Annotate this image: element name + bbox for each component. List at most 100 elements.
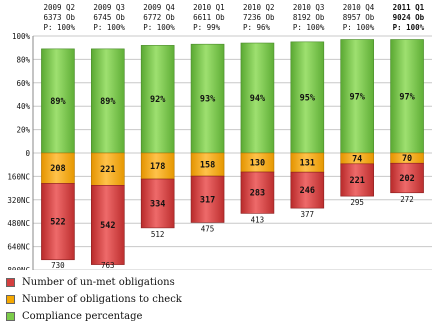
header-period: 2010 Q1 xyxy=(193,3,225,12)
header-count: 6772 Ob xyxy=(143,13,175,22)
unmet-bar xyxy=(340,163,374,197)
header-count: 6745 Ob xyxy=(93,13,125,22)
unmet-bar xyxy=(91,185,125,265)
header-period: 2009 Q3 xyxy=(93,3,125,12)
to-check-label: 130 xyxy=(250,159,265,169)
compliance-bar xyxy=(390,39,424,154)
compliance-bar xyxy=(290,41,325,154)
y-tick-label: 100% xyxy=(12,32,31,41)
header-p: P: 100% xyxy=(43,23,75,32)
header-count: 8192 Ob xyxy=(293,13,325,22)
header-p: P: 100% xyxy=(143,23,175,32)
total-label: 763 xyxy=(101,261,115,270)
compliance-bar xyxy=(340,39,374,154)
to-check-label: 208 xyxy=(50,164,65,174)
to-check-bar xyxy=(91,152,125,186)
y-tick-label: 80% xyxy=(16,55,30,64)
y-tick-label: 320NC xyxy=(7,196,30,205)
total-label: 475 xyxy=(201,224,215,233)
unmet-label: 283 xyxy=(250,189,265,199)
unmet-bar xyxy=(190,175,225,223)
unmet-bar xyxy=(140,178,175,229)
legend-label-to-check: Number of obligations to check xyxy=(22,294,182,305)
y-tick-label: 0 xyxy=(25,149,30,158)
compliance-label: 95% xyxy=(300,93,316,103)
legend-label-unmet: Number of un-met obligations xyxy=(22,277,175,288)
compliance-label: 89% xyxy=(100,97,116,107)
compliance-chart: 100% 80% 60% 40% 20% 0 160NC 320NC 480NC 640NC 800… xyxy=(7,3,432,270)
total-label: 730 xyxy=(51,261,65,270)
compliance-label: 89% xyxy=(50,97,66,107)
unmet-label: 317 xyxy=(200,195,215,205)
header-count: 8957 Ob xyxy=(343,13,375,22)
legend-label-compliance: Compliance percentage xyxy=(22,311,143,322)
compliance-label: 92% xyxy=(150,95,166,105)
header-period: 2009 Q2 xyxy=(43,3,75,12)
y-tick-label: 160NC xyxy=(7,172,30,181)
unmet-bar xyxy=(290,171,325,209)
y-tick-label: 800NC xyxy=(7,266,30,270)
y-tick-label: 480NC xyxy=(7,219,30,228)
unmet-label: 202 xyxy=(399,174,414,184)
unmet-bar xyxy=(41,183,75,261)
y-tick-label: 640NC xyxy=(7,243,30,252)
compliance-bar xyxy=(240,42,275,154)
compliance-label: 97% xyxy=(399,92,415,102)
header-count: 7236 Ob xyxy=(243,13,275,22)
total-label: 377 xyxy=(301,210,315,219)
legend-item-to-check: Number of obligations to check xyxy=(6,291,182,308)
header-period: 2010 Q4 xyxy=(343,3,375,12)
legend-item-unmet: Number of un-met obligations xyxy=(6,274,182,291)
legend-swatch-compliance xyxy=(6,312,15,321)
to-check-label: 178 xyxy=(150,162,165,172)
header-count: 6611 Ob xyxy=(193,13,225,22)
header-p: P: 100% xyxy=(293,23,325,32)
total-label: 272 xyxy=(400,195,414,204)
header-period: 2010 Q2 xyxy=(243,3,275,12)
to-check-label: 131 xyxy=(300,159,315,169)
to-check-label: 158 xyxy=(200,161,215,171)
header-p: P: 100% xyxy=(393,23,425,32)
legend-item-compliance: Compliance percentage xyxy=(6,308,182,325)
unmet-label: 522 xyxy=(50,218,65,228)
total-label: 413 xyxy=(251,215,265,224)
unmet-label: 334 xyxy=(150,199,165,209)
to-check-label: 221 xyxy=(100,165,115,175)
compliance-bar xyxy=(190,43,225,154)
unmet-label: 246 xyxy=(300,186,315,196)
bars xyxy=(41,39,424,265)
legend: Number of un-met obligations Number of o… xyxy=(6,274,182,325)
total-label: 512 xyxy=(151,230,165,239)
y-tick-label: 20% xyxy=(16,126,30,135)
legend-swatch-unmet xyxy=(6,278,15,287)
total-label: 295 xyxy=(350,198,364,207)
y-tick-label: 60% xyxy=(16,79,30,88)
unmet-bar xyxy=(240,171,275,214)
compliance-bar xyxy=(41,48,75,154)
header-period: 2009 Q4 xyxy=(143,3,175,12)
header-count: 9024 Ob xyxy=(393,13,425,22)
header-count: 6373 Ob xyxy=(43,13,75,22)
header-period: 2011 Q1 xyxy=(393,3,425,12)
unmet-bar xyxy=(390,162,424,194)
compliance-label: 97% xyxy=(350,92,366,102)
header-period: 2010 Q3 xyxy=(293,3,325,12)
compliance-bar xyxy=(140,45,175,154)
header-p: P: 100% xyxy=(343,23,375,32)
to-check-bar xyxy=(140,152,175,180)
to-check-bar xyxy=(41,152,75,184)
y-tick-label: 40% xyxy=(16,102,30,111)
header-p: P: 99% xyxy=(193,23,221,32)
to-check-label: 74 xyxy=(352,154,362,164)
to-check-label: 70 xyxy=(402,154,412,164)
header-p: P: 96% xyxy=(243,23,271,32)
axes: 100% 80% 60% 40% 20% 0 160NC 320NC 480NC 640NC 800… xyxy=(7,32,34,270)
compliance-bar xyxy=(91,48,125,154)
unmet-label: 542 xyxy=(100,221,115,231)
header-p: P: 100% xyxy=(93,23,125,32)
unmet-label: 221 xyxy=(350,176,365,186)
compliance-label: 93% xyxy=(200,95,216,105)
legend-swatch-to-check xyxy=(6,295,15,304)
compliance-label: 94% xyxy=(250,94,266,104)
